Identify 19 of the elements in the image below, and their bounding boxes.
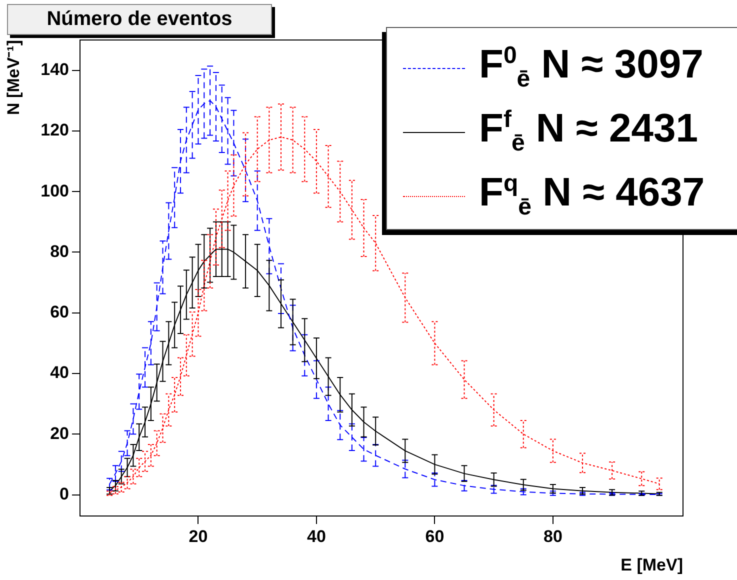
- x-axis-title: E [MeV]: [620, 555, 683, 574]
- x-tick-label: 60: [425, 526, 444, 546]
- chart-title: Número de eventos: [7, 4, 272, 35]
- y-tick-label: 100: [40, 181, 69, 200]
- y-axis-title: N [MeV⁻¹]: [4, 40, 23, 115]
- y-tick-label: 120: [40, 120, 69, 140]
- legend-label: F$^{0}$$_{ē}$ N ≈ 3097: [479, 42, 704, 94]
- point: [549, 484, 556, 494]
- y-tick-label: 140: [40, 60, 69, 80]
- x-tick-label: 80: [543, 526, 562, 546]
- x-tick-label: 20: [188, 526, 208, 546]
- y-tick-label: 0: [60, 484, 69, 504]
- x-tick-label: 40: [307, 526, 326, 546]
- legend-label: F$^{f}$$_{ē}$ N ≈ 2431: [479, 106, 698, 158]
- y-tick-label: 80: [50, 242, 69, 261]
- legend-label: F$^{q}$$_{ē}$ N ≈ 4637: [479, 170, 705, 222]
- y-tick-label: 60: [50, 302, 69, 322]
- y-tick-label: 40: [50, 363, 69, 382]
- y-tick-label: 20: [50, 424, 69, 443]
